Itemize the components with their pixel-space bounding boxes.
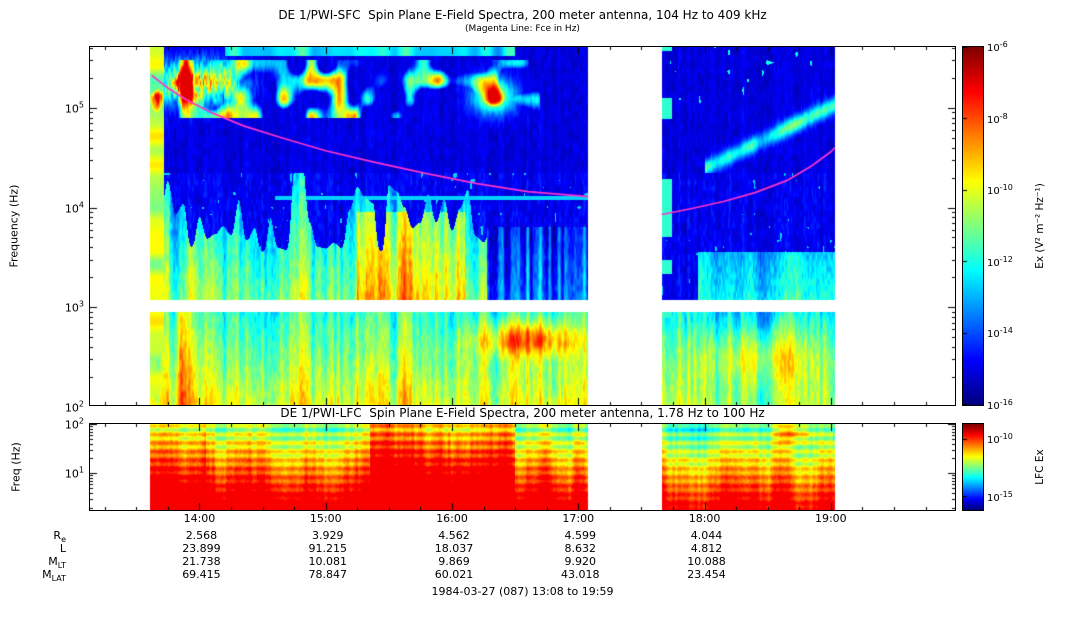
ephemeris-value: 23.454 — [687, 568, 726, 581]
ephemeris-value: 9.920 — [564, 555, 597, 568]
x-tick-label: 17:00 — [562, 512, 595, 525]
lfc-colorbar-tick-label: 10-15 — [987, 489, 1013, 505]
ephemeris-value: 69.415 — [182, 568, 221, 581]
ephemeris-value: 18.037 — [434, 542, 474, 555]
ephemeris-value: 3.929 — [311, 529, 344, 542]
sfc-colorbar-label: Ex (V² m⁻² Hz⁻¹) — [1034, 183, 1046, 269]
lfc-colorbar-label: LFC Ex — [1034, 449, 1046, 485]
ephemeris-value: 10.088 — [687, 555, 726, 568]
ephemeris-value: 91.215 — [308, 542, 347, 555]
ephemeris-value: 43.018 — [561, 568, 600, 581]
sfc-panel-title: DE 1/PWI-SFC Spin Plane E-Field Spectra,… — [278, 8, 767, 22]
lfc-y-tick-label: 102 — [64, 416, 84, 432]
x-tick-label: 16:00 — [436, 512, 468, 525]
sfc-colorbar-tick-label: 10-16 — [987, 397, 1013, 413]
ephemeris-row-label: Re — [53, 529, 66, 545]
lfc-colorbar-canvas — [963, 424, 983, 510]
sfc-spectrogram-panel — [89, 46, 956, 406]
x-tick-label: 19:00 — [814, 512, 847, 525]
sfc-spectrogram-canvas — [90, 47, 955, 405]
ephemeris-value: 4.044 — [690, 529, 723, 542]
ephemeris-value: 23.899 — [182, 542, 221, 555]
x-tick-label: 18:00 — [688, 512, 721, 525]
ephemeris-row-label: L — [59, 542, 66, 555]
ephemeris-value: 78.847 — [308, 568, 347, 581]
ephemeris-value: 21.738 — [182, 555, 221, 568]
ephemeris-value: 2.568 — [185, 529, 218, 542]
lfc-colorbar — [962, 423, 984, 511]
lfc-colorbar-tick-label: 10-10 — [987, 432, 1013, 447]
ephemeris-row-label: MLT — [48, 555, 66, 571]
sfc-panel-subtitle: (Magenta Line: Fce in Hz) — [465, 24, 580, 34]
lfc-spectrogram-canvas — [90, 424, 955, 510]
ephemeris-row-label: MLAT — [42, 568, 66, 584]
lfc-y-tick-label: 101 — [64, 465, 84, 481]
sfc-colorbar-tick-label: 10-14 — [987, 326, 1013, 341]
lfc-panel-title: DE 1/PWI-LFC Spin Plane E-Field Spectra,… — [280, 406, 765, 420]
sfc-y-axis-label: Frequency (Hz) — [7, 184, 21, 268]
x-tick-label: 15:00 — [309, 512, 342, 525]
lfc-y-axis-label: Freq (Hz) — [9, 442, 23, 492]
ephemeris-value: 60.021 — [434, 568, 474, 581]
sfc-y-tick-label: 103 — [64, 299, 84, 315]
ephemeris-value: 4.812 — [690, 542, 723, 555]
sfc-y-tick-label: 104 — [64, 200, 84, 215]
ephemeris-value: 8.632 — [564, 542, 597, 555]
x-tick-label: 14:00 — [183, 512, 216, 525]
ephemeris-value: 10.081 — [308, 555, 347, 568]
sfc-y-tick-label: 105 — [64, 100, 84, 116]
sfc-colorbar — [962, 46, 984, 406]
sfc-colorbar-tick-label: 10-12 — [987, 254, 1013, 269]
time-range-footer: 1984-03-27 (087) 13:08 to 19:59 — [431, 585, 614, 598]
sfc-colorbar-tick-label: 10-6 — [987, 39, 1008, 55]
sfc-y-tick-label: 102 — [64, 399, 84, 415]
lfc-spectrogram-panel — [89, 423, 956, 511]
ephemeris-value: 4.562 — [438, 529, 470, 542]
sfc-colorbar-tick-label: 10-10 — [987, 183, 1013, 198]
ephemeris-value: 4.599 — [564, 529, 597, 542]
sfc-colorbar-tick-label: 10-8 — [987, 111, 1008, 126]
ephemeris-value: 9.869 — [438, 555, 470, 568]
sfc-colorbar-canvas — [963, 47, 983, 405]
